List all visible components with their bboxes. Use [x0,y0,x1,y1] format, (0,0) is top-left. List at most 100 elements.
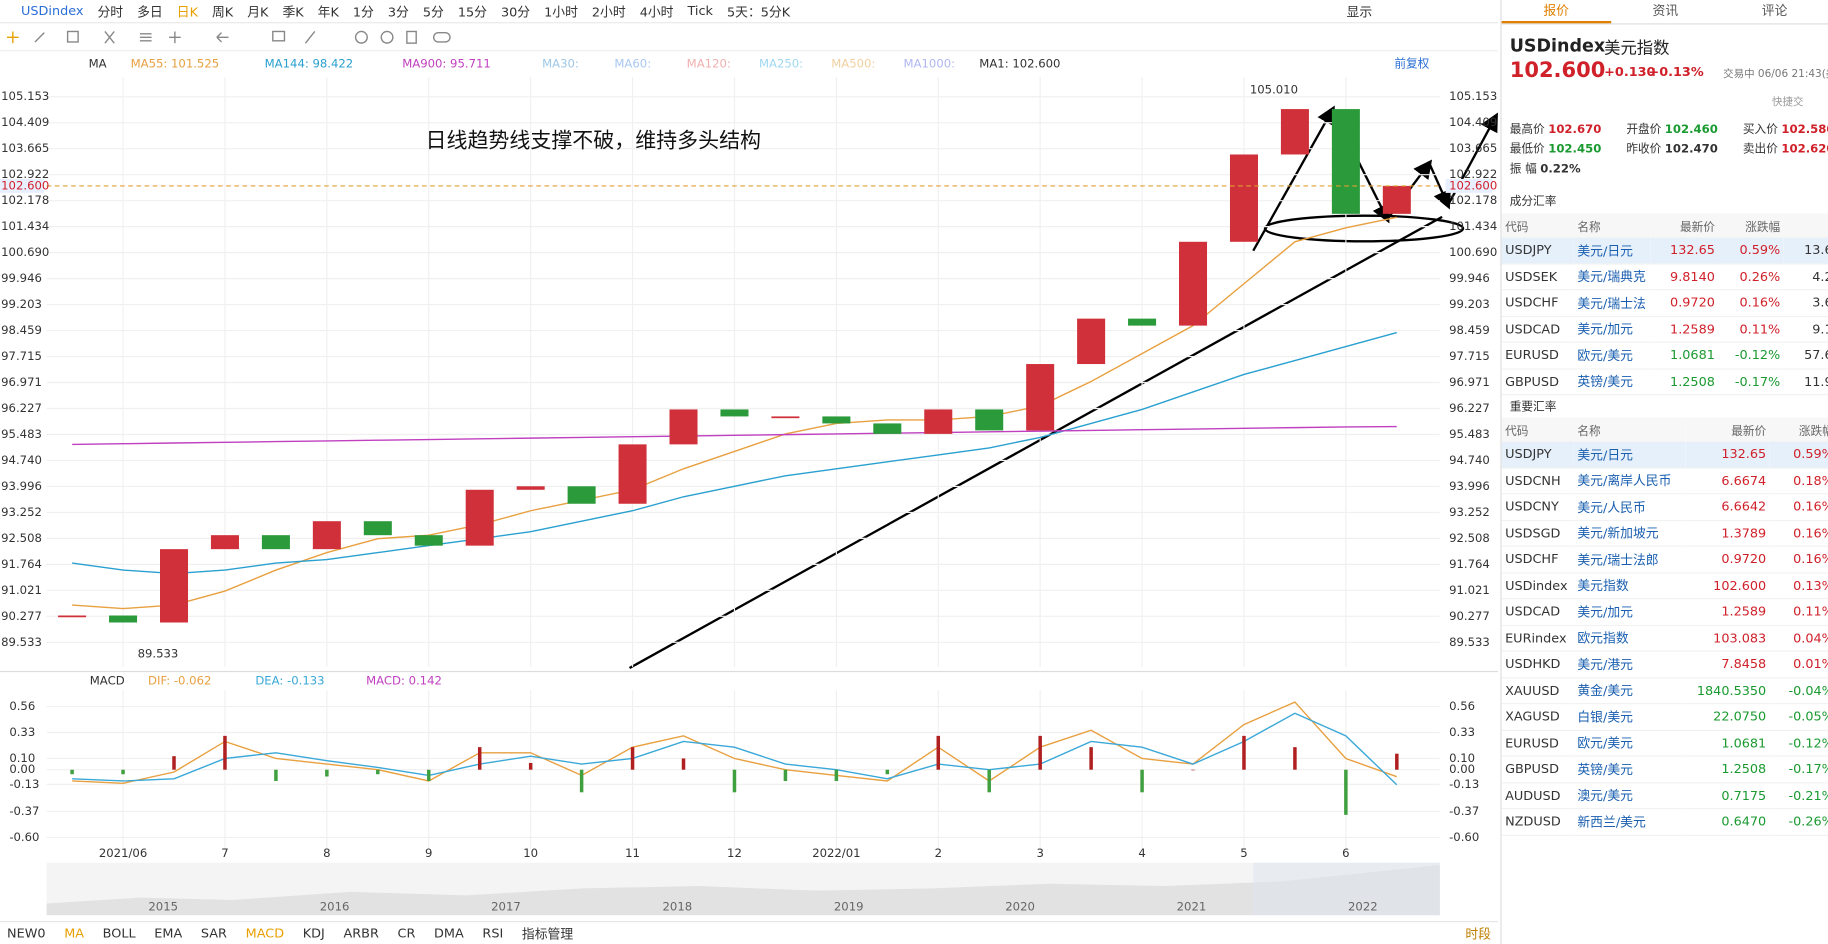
session-button[interactable]: 时段 [1465,926,1492,942]
panel-tab[interactable]: 报价 [1501,0,1611,24]
indicator-tab[interactable]: DMA [434,925,464,941]
period-tab[interactable]: 季K [282,4,304,20]
quote-table: 代码名称最新价涨跌幅USDJPY美元/日元132.650.59%USDCNH美元… [1501,417,1828,836]
candle [261,535,290,550]
period-tab[interactable]: 3分 [387,4,409,20]
icon-pen[interactable] [304,31,316,44]
indicator-tab[interactable]: EMA [154,925,183,941]
icon-note[interactable] [272,30,286,42]
cell: 0.13% [1769,572,1828,600]
indicator-tab[interactable]: KDJ [302,925,325,941]
indicator-tab[interactable]: SAR [200,925,227,941]
x-tick-label: 10 [523,846,538,860]
period-tab[interactable]: 2小时 [591,4,626,20]
icon-arrow[interactable] [216,32,229,43]
cell: 3.60 [1783,289,1828,317]
cell: 白银/美元 [1573,703,1686,731]
macd-bar [1293,747,1297,770]
cell: 132.65 [1685,441,1770,469]
quick-trade[interactable]: 快捷交 [1772,96,1804,109]
indicator-tab[interactable]: NEW0 [6,925,46,941]
icon-rect[interactable] [66,30,79,43]
trend-line [628,215,1443,670]
y-tick-label-left: 96.971 [1,375,42,389]
period-tab[interactable]: 多日 [137,4,163,20]
field-label: 昨收价 [1626,143,1662,157]
period-tab[interactable]: 30分 [500,4,531,20]
navigator-window[interactable] [1253,862,1440,916]
icon-toggle[interactable] [432,31,451,43]
icon-channel[interactable] [139,33,152,42]
period-tab[interactable]: 1分 [352,4,374,20]
panel-tab[interactable]: 评论 [1761,3,1788,19]
indicator-tab[interactable]: ARBR [343,925,379,941]
candle [567,486,596,504]
adjust-button[interactable]: 前复权 [1394,57,1429,71]
period-tab[interactable]: 月K [247,4,269,20]
icon-delete[interactable] [406,30,417,44]
icon-line[interactable] [34,32,45,43]
candle [1026,364,1055,431]
period-tab[interactable]: Tick [687,3,713,19]
period-tab[interactable]: 日K [176,4,198,20]
indicator-tab[interactable]: CR [397,925,416,941]
indicator-tab[interactable]: BOLL [102,925,136,941]
field-label: 最低价 [1509,143,1545,157]
chart: 2021/06 7 8 9 10 11 12 2022/01 2 3 4 5 6 105.153 105.1… [0,57,1499,916]
period-tab[interactable]: 年K [317,4,339,20]
y-tick-label-left: 100.690 [1,245,49,259]
display-menu[interactable]: 显示 [1346,4,1373,20]
panel-tab[interactable]: 资讯 [1652,3,1679,19]
period-tab[interactable]: 周K [211,4,234,20]
y-tick-label: 96.971 [1449,375,1490,389]
icon-move[interactable] [6,31,19,44]
cell: 美元/人民币 [1573,493,1686,521]
y-tick-label-left: 97.715 [1,349,42,363]
icon-fib[interactable] [104,31,115,44]
icon-cross[interactable] [169,31,181,44]
indicator-tab[interactable]: 指标管理 [521,926,574,942]
period-tab[interactable]: 4小时 [639,4,674,20]
period-tab[interactable]: 15分 [457,4,487,20]
indicator-tab[interactable]: MACD [245,925,285,941]
y-tick-label: -0.60 [1449,830,1479,844]
period-tab[interactable]: USDindex [20,3,84,19]
indicator-tab[interactable]: RSI [482,925,504,941]
period-tab[interactable]: 分时 [97,4,124,20]
period-tab[interactable]: 5天：5分K [726,4,791,20]
cell: 9.8140 [1650,263,1719,291]
support-ellipse [1263,214,1465,243]
icon-hide[interactable] [380,30,394,44]
icon-magnet[interactable] [354,30,368,44]
period-tab[interactable]: 5分 [422,4,444,20]
indicator-tab[interactable]: MA [64,925,85,941]
cell: EURUSD [1501,729,1574,757]
cell: 美元/加元 [1573,315,1651,343]
period-tab[interactable]: 1小时 [544,4,578,20]
macd-bar [834,769,839,782]
cell: 美元/加元 [1573,598,1686,626]
cell: USDCNH [1501,467,1574,495]
macd-bar [732,769,737,793]
